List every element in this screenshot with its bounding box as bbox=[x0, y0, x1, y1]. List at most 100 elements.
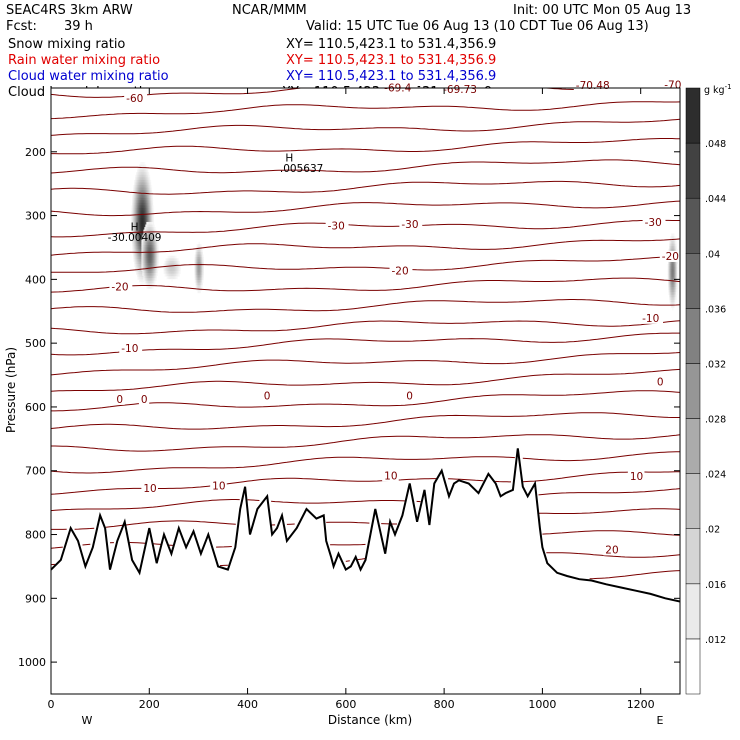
cloud-shade-cell bbox=[150, 239, 152, 243]
high-label: H bbox=[285, 152, 293, 164]
contour-label-bg bbox=[389, 265, 413, 277]
cloud-shade-cell bbox=[141, 279, 144, 283]
cloud-shade-cell bbox=[143, 202, 146, 206]
cloud-shade-cell bbox=[153, 229, 155, 233]
cloud-shade-cell bbox=[675, 299, 677, 303]
cloud-shade-cell bbox=[144, 262, 146, 266]
cloud-shade-cell bbox=[200, 285, 202, 289]
cloud-shade-cell bbox=[150, 232, 152, 236]
cloud-shade-cell bbox=[139, 164, 142, 168]
cloud-shade-cell bbox=[135, 192, 137, 196]
temperature-contour bbox=[51, 101, 680, 120]
cloud-shade-cell bbox=[143, 262, 145, 266]
cloud-shade-cell bbox=[147, 285, 149, 289]
cloud-shade-cell bbox=[136, 184, 138, 188]
cloud-shade-cell bbox=[150, 237, 152, 241]
cloud-shade-cell bbox=[201, 285, 203, 289]
contour-label: 0 bbox=[657, 377, 664, 389]
cloud-shade-cell bbox=[154, 239, 156, 243]
cloud-shade-cell bbox=[674, 294, 676, 298]
cloud-shade-cell bbox=[141, 184, 144, 188]
cloud-shade-cell bbox=[145, 234, 147, 238]
cloud-shade-cell bbox=[169, 276, 171, 280]
contour-label-bg bbox=[210, 480, 227, 492]
cloud-shade-cell bbox=[148, 200, 151, 204]
cloud-shade-cell bbox=[202, 264, 204, 268]
cloud-shade-cell bbox=[141, 223, 144, 227]
cloud-shade-cell bbox=[675, 264, 677, 268]
cloud-shade-cell bbox=[671, 261, 673, 265]
cloud-shade-cell bbox=[201, 262, 203, 266]
cloud-shade-cell bbox=[144, 182, 147, 186]
cloud-shade-cell bbox=[131, 205, 133, 209]
cloud-shade-cell bbox=[151, 260, 153, 264]
cloud-shade-cell bbox=[135, 182, 137, 186]
cloud-shade-cell bbox=[136, 174, 138, 178]
cloud-shade-cell bbox=[148, 232, 150, 236]
cloud-shade-cell bbox=[150, 270, 152, 274]
cloud-shade-cell bbox=[148, 213, 151, 216]
cloud-shade-cell bbox=[136, 215, 138, 219]
cloud-shade-cell bbox=[147, 255, 149, 259]
cloud-shade-cell bbox=[154, 250, 156, 253]
cloud-shade-cell bbox=[154, 234, 156, 238]
cloud-shade-cell bbox=[138, 235, 141, 239]
cloud-shade-cell bbox=[147, 179, 150, 183]
cloud-shade-cell bbox=[145, 227, 147, 231]
cloud-shade-cell bbox=[150, 255, 152, 259]
cloud-shade-cell bbox=[670, 294, 672, 298]
cloud-shade-cell bbox=[168, 260, 170, 264]
cloud-shade-cell bbox=[673, 304, 675, 308]
colorbar-swatch bbox=[685, 308, 701, 364]
cloud-shade-cell bbox=[135, 228, 137, 232]
cloud-shade-cell bbox=[671, 269, 673, 273]
cloud-shade-cell bbox=[141, 228, 144, 232]
cloud-shade-cell bbox=[140, 184, 143, 188]
cloud-shade-cell bbox=[152, 272, 154, 276]
cloud-shade-cell bbox=[675, 248, 677, 252]
cloud-shade-cell bbox=[144, 174, 147, 178]
cloud-shade-cell bbox=[152, 250, 154, 253]
cloud-shade-cell bbox=[147, 283, 149, 287]
temperature-contour bbox=[589, 570, 680, 580]
cloud-shade-cell bbox=[174, 268, 176, 272]
cloud-shade-cell bbox=[169, 265, 171, 269]
cloud-shade-cell bbox=[149, 250, 151, 253]
cloud-shade-cell bbox=[671, 243, 673, 247]
cloud-shade-cell bbox=[195, 282, 197, 286]
cloud-shade-cell bbox=[201, 280, 203, 283]
cloud-shade-cell bbox=[668, 289, 670, 293]
cloud-shade-cell bbox=[200, 269, 202, 273]
cloud-shade-cell bbox=[671, 271, 673, 275]
field-name-snow: Snow mixing ratio bbox=[8, 37, 125, 52]
cloud-shade-cell bbox=[136, 205, 138, 209]
cloud-shade-cell bbox=[131, 210, 133, 214]
cloud-shade-cell bbox=[674, 276, 676, 280]
cloud-shade-cell bbox=[153, 257, 155, 261]
cloud-shade-cell bbox=[669, 297, 671, 301]
cloud-shade-cell bbox=[153, 267, 155, 271]
cloud-shade-cell bbox=[143, 244, 145, 248]
cloud-shade-cell bbox=[675, 241, 677, 245]
cloud-shade-cell bbox=[677, 274, 679, 278]
cloud-shade-cell bbox=[140, 279, 143, 283]
cloud-shade-cell bbox=[151, 207, 154, 211]
cloud-shade-cell bbox=[165, 260, 167, 264]
cloud-shade-cell bbox=[141, 257, 143, 261]
cloud-shade-cell bbox=[151, 272, 153, 276]
cloud-shade-cell bbox=[144, 272, 146, 276]
cloud-shade-cell bbox=[671, 292, 673, 296]
cloud-shade-cell bbox=[145, 197, 148, 201]
cloud-shade-cell bbox=[141, 220, 144, 224]
cloud-shade-cell bbox=[154, 247, 156, 251]
cloud-shade-cell bbox=[150, 242, 152, 246]
cloud-shade-cell bbox=[136, 195, 138, 199]
cloud-shade-cell bbox=[138, 225, 141, 229]
cloud-shade-cell bbox=[135, 202, 137, 206]
cloud-shade-cell bbox=[197, 259, 199, 263]
cloud-shade-cell bbox=[131, 218, 133, 222]
cloud-shade-cell bbox=[150, 205, 153, 209]
temperature-contour bbox=[51, 238, 680, 256]
cloud-shade-cell bbox=[179, 268, 181, 272]
cloud-shade-cell bbox=[141, 265, 143, 269]
